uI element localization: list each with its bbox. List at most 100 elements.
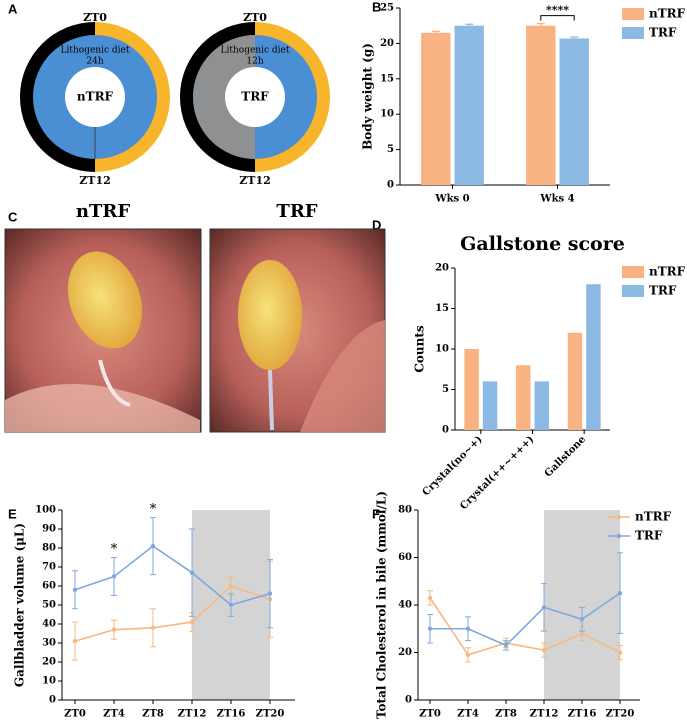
y-tick-label: 0 [49, 695, 56, 706]
y-axis-label: Total Cholesterol in bile (mmol/L) [375, 491, 389, 719]
point [427, 595, 433, 601]
point [228, 583, 234, 589]
photo [4, 228, 202, 433]
y-axis-label: Counts [413, 325, 427, 373]
y-tick-label: 5 [387, 144, 394, 155]
x-tick-label: ZT0 [419, 709, 441, 720]
ring-top: ZT0 [83, 11, 107, 24]
point [617, 650, 623, 655]
ring-diet: Lithogenic diet [61, 46, 130, 56]
panel-letter: F [372, 506, 380, 521]
legend-swatch [622, 285, 644, 297]
y-tick-label: 5 [442, 384, 449, 395]
y-tick-label: 50 [42, 600, 56, 611]
x-tick-label: Wks 0 [434, 194, 469, 205]
point [72, 587, 78, 592]
annotation: * [111, 542, 118, 557]
y-tick-label: 20 [380, 38, 394, 49]
panel-letter: A [8, 1, 18, 16]
point [267, 591, 273, 596]
ring-duration: 24h [86, 57, 103, 67]
y-tick-label: 10 [42, 676, 56, 687]
bar [567, 332, 583, 430]
bar [586, 284, 601, 430]
panel-letter: D [372, 217, 381, 232]
y-tick-label: 80 [42, 543, 56, 554]
y-tick-label: 0 [405, 695, 412, 706]
shaded-region [544, 510, 620, 700]
y-tick-label: 15 [435, 303, 449, 314]
x-tick-label: Gallstone [543, 434, 588, 479]
x-tick-label: ZT16 [568, 709, 597, 720]
ring-top: ZT0 [243, 11, 267, 24]
x-tick-label: ZT8 [495, 709, 517, 720]
y-tick-label: 80 [398, 505, 412, 516]
bar [454, 25, 484, 186]
line [74, 585, 271, 642]
legend-swatch [622, 266, 644, 278]
y-tick-label: 20 [398, 647, 412, 658]
legend-label: nTRF [649, 7, 686, 21]
x-tick-label: Wks 4 [539, 194, 574, 205]
y-tick-label: 60 [398, 552, 412, 563]
legend-swatch [616, 514, 622, 520]
legend-label: TRF [649, 284, 677, 298]
point [111, 574, 117, 579]
ring-center: TRF [241, 90, 269, 104]
x-tick-label: ZT20 [606, 709, 635, 720]
y-tick-label: 90 [42, 524, 56, 535]
x-tick-label: ZT4 [103, 709, 125, 720]
ring-trf: ZT0 ZT12 Lithogenic diet 12h TRF [180, 11, 330, 187]
point [579, 617, 585, 622]
y-axis-label: Gallbladder volume (μL) [13, 523, 27, 687]
y-tick-label: 20 [42, 657, 56, 668]
legend-label: TRF [649, 26, 677, 40]
point [579, 631, 585, 636]
y-tick-label: 70 [42, 562, 56, 573]
bar [559, 38, 589, 185]
line [430, 592, 621, 647]
point [617, 590, 623, 596]
legend-label: TRF [635, 529, 663, 543]
y-tick-label: 10 [435, 344, 449, 355]
ring-diet: Lithogenic diet [221, 46, 290, 56]
y-tick-label: 25 [380, 3, 394, 14]
point [503, 643, 509, 648]
photo-label: TRF [276, 201, 317, 222]
legend-swatch [622, 27, 644, 39]
point [150, 543, 156, 549]
bar [516, 365, 531, 430]
bar [526, 25, 556, 186]
ring-center: nTRF [77, 90, 114, 104]
point [465, 626, 471, 631]
x-tick-label: ZT8 [142, 709, 164, 720]
bar [464, 349, 479, 430]
legend-label: nTRF [649, 265, 686, 279]
legend-swatch [622, 8, 644, 20]
panel-letter: B [372, 0, 381, 14]
error-bar [570, 36, 579, 39]
point [228, 602, 234, 608]
chart-title: Gallstone score [460, 233, 625, 255]
y-axis-label: Body weight (g) [361, 43, 375, 150]
point [111, 627, 117, 632]
annotation: * [150, 502, 157, 517]
point [72, 638, 78, 644]
legend-swatch [616, 533, 622, 539]
photo [209, 228, 386, 433]
ring-duration: 12h [246, 57, 263, 67]
point [465, 652, 471, 658]
point [189, 570, 195, 575]
y-tick-label: 20 [435, 263, 449, 274]
y-tick-label: 40 [398, 600, 412, 611]
y-tick-label: 100 [35, 505, 56, 516]
photo-label: nTRF [76, 201, 130, 222]
x-tick-label: ZT0 [64, 709, 86, 720]
bar [534, 381, 549, 430]
point [189, 619, 195, 625]
annotation: **** [546, 4, 569, 17]
y-tick-label: 15 [380, 73, 394, 84]
error-bar [536, 22, 545, 26]
ring-bottom: ZT12 [239, 174, 271, 187]
